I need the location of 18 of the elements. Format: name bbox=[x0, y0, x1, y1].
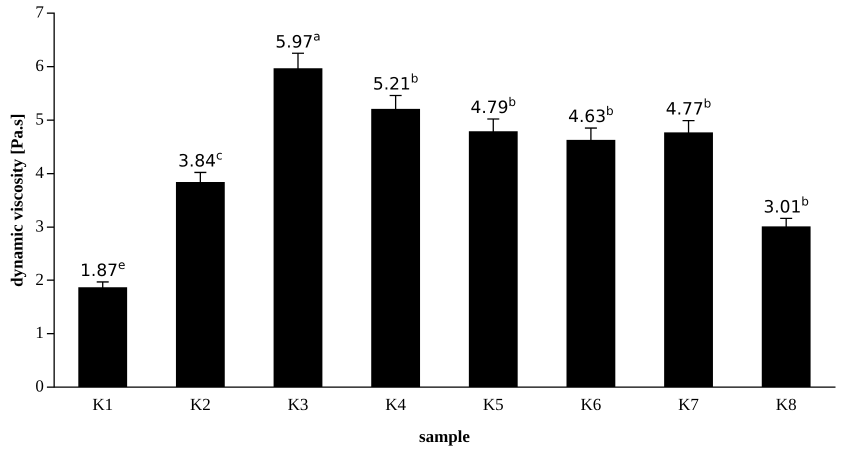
x-tick-label: K6 bbox=[580, 394, 602, 414]
x-tick-label: K8 bbox=[776, 394, 797, 414]
x-tick-label: K4 bbox=[385, 394, 407, 414]
y-tick-label: 0 bbox=[35, 376, 44, 396]
y-tick-label: 3 bbox=[35, 216, 44, 236]
y-tick-label: 5 bbox=[35, 110, 44, 129]
y-tick-label: 7 bbox=[35, 2, 44, 22]
y-axis-title: dynamic viscosity [Pa.s] bbox=[8, 114, 27, 287]
x-axis-title: sample bbox=[418, 427, 470, 446]
y-tick-label: 4 bbox=[35, 162, 44, 182]
y-tick-label: 1 bbox=[35, 323, 44, 342]
x-tick-label: K1 bbox=[92, 394, 114, 414]
x-tick-label: K3 bbox=[288, 394, 308, 414]
y-tick-label: 2 bbox=[35, 270, 44, 289]
x-tick-label: K2 bbox=[190, 394, 211, 414]
x-tick-label: K7 bbox=[678, 394, 700, 414]
y-tick-label: 6 bbox=[35, 56, 44, 76]
x-tick-label: K5 bbox=[482, 394, 504, 414]
